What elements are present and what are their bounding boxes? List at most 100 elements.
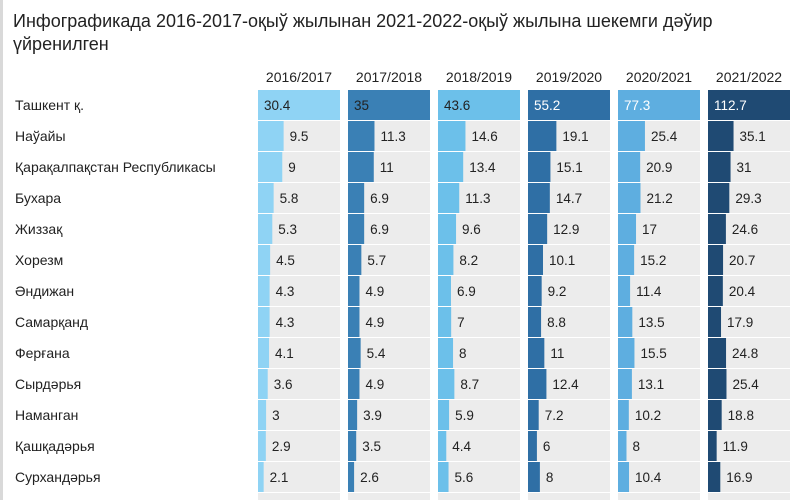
value-bar <box>348 183 365 213</box>
value-label: 5.7 <box>367 253 386 268</box>
value-label: 15.5 <box>640 346 666 361</box>
value-bar <box>528 462 540 492</box>
value-bar <box>258 121 284 151</box>
value-bar <box>438 462 449 492</box>
value-label: 17.9 <box>727 315 753 330</box>
value-label: 13.1 <box>638 377 664 392</box>
cell-background <box>528 307 610 337</box>
row-label: Сурхандәрья <box>15 469 101 485</box>
value-label: 7 <box>457 315 465 330</box>
value-label: 10.4 <box>635 470 662 485</box>
value-bar <box>618 276 631 306</box>
value-bar <box>348 462 355 492</box>
value-label: 12.9 <box>553 222 579 237</box>
value-bar <box>258 152 283 182</box>
value-bar <box>618 431 627 461</box>
value-bar <box>528 307 542 337</box>
value-bar <box>438 338 454 368</box>
value-bar <box>348 338 361 368</box>
value-label: 21.2 <box>646 191 672 206</box>
value-label: 9.6 <box>462 222 481 237</box>
value-label: 8.7 <box>460 377 479 392</box>
value-bar <box>258 462 264 492</box>
value-label: 24.6 <box>732 222 758 237</box>
value-bar <box>708 431 717 461</box>
value-bar <box>258 90 340 120</box>
cell-background <box>348 307 430 337</box>
value-label: 9.2 <box>548 284 567 299</box>
cell-background <box>618 276 700 306</box>
value-label: 8.8 <box>547 315 566 330</box>
value-label: 13.4 <box>469 160 496 175</box>
value-bar <box>528 183 550 213</box>
value-label: 19.1 <box>562 129 588 144</box>
value-label: 43.6 <box>444 98 470 113</box>
value-label: 3.5 <box>362 439 381 454</box>
value-label: 3.9 <box>363 408 382 423</box>
row-label: Наўайы <box>15 128 66 144</box>
value-bar <box>258 307 270 337</box>
value-bar <box>618 462 630 492</box>
cell-background <box>348 369 430 399</box>
value-bar <box>258 245 271 275</box>
value-bar <box>708 307 722 337</box>
value-bar <box>708 152 731 182</box>
value-label: 5.8 <box>280 191 299 206</box>
cell-background <box>618 493 700 500</box>
value-bar <box>258 369 268 399</box>
value-label: 4.5 <box>276 253 295 268</box>
value-label: 13.5 <box>638 315 664 330</box>
value-label: 10.2 <box>635 408 661 423</box>
value-label: 31 <box>737 160 752 175</box>
value-bar <box>438 214 457 244</box>
value-label: 6.9 <box>370 222 389 237</box>
cell-background <box>348 338 430 368</box>
value-label: 29.3 <box>735 191 761 206</box>
value-label: 7.2 <box>545 408 564 423</box>
cell-background <box>348 400 430 430</box>
row-label: Наманган <box>15 407 78 423</box>
cell-background <box>708 431 790 461</box>
value-label: 8 <box>459 346 467 361</box>
value-label: 9.5 <box>290 129 309 144</box>
value-label: 77.3 <box>624 98 650 113</box>
column-header: 2018/2019 <box>446 69 512 85</box>
value-label: 11 <box>380 160 394 175</box>
value-bar <box>348 214 365 244</box>
value-bar <box>348 307 360 337</box>
cell-background <box>258 493 340 500</box>
row-label: Ферғана <box>15 345 70 361</box>
value-label: 20.7 <box>729 253 755 268</box>
cell-background <box>348 276 430 306</box>
value-label: 20.9 <box>646 160 672 175</box>
value-bar <box>438 276 451 306</box>
value-bar <box>528 276 542 306</box>
value-bar <box>708 369 727 399</box>
value-label: 24.8 <box>732 346 758 361</box>
value-bar <box>618 369 632 399</box>
value-bar <box>618 90 700 120</box>
value-bar <box>258 183 274 213</box>
value-bar <box>348 400 358 430</box>
value-label: 8 <box>546 470 554 485</box>
value-label: 5.4 <box>367 346 386 361</box>
row-label: Қарақалпақстан Республикасы <box>15 159 216 175</box>
value-label: 4.3 <box>276 315 295 330</box>
value-label: 4.1 <box>275 346 294 361</box>
value-bar <box>618 183 641 213</box>
value-label: 14.7 <box>556 191 582 206</box>
row-label: Әндижан <box>15 283 74 299</box>
left-border <box>0 0 3 500</box>
cell-background <box>438 307 520 337</box>
value-bar <box>618 338 635 368</box>
value-bar <box>258 338 270 368</box>
value-label: 6.9 <box>370 191 389 206</box>
value-bar <box>348 276 360 306</box>
value-label: 5.9 <box>455 408 474 423</box>
value-label: 6.9 <box>457 284 476 299</box>
value-label: 8.2 <box>459 253 478 268</box>
row-label: Бухара <box>15 190 61 206</box>
cell-background <box>618 400 700 430</box>
value-label: 8 <box>632 439 640 454</box>
